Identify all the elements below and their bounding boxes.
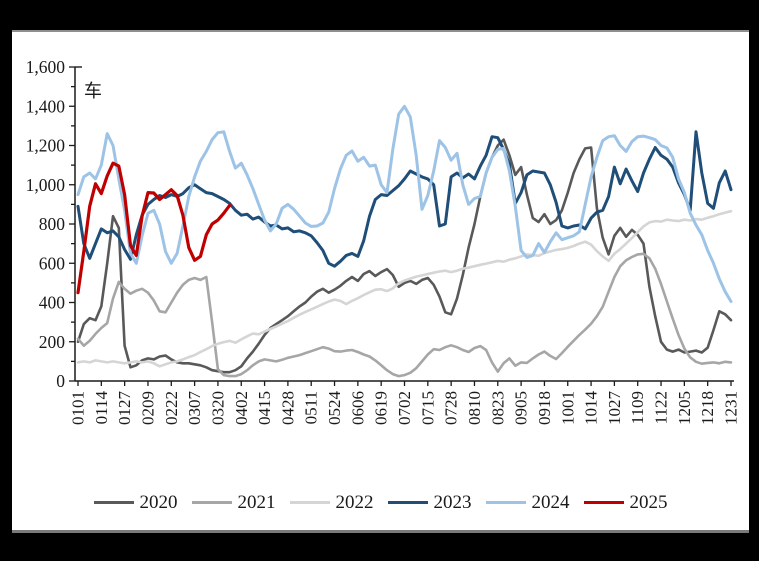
legend-item-2024: 2024: [485, 491, 570, 513]
x-axis-label: 0127: [115, 391, 134, 426]
legend-item-2021: 2021: [191, 491, 276, 513]
legend: 2020 2021 2022 2023 2024 2025: [12, 487, 749, 517]
x-axis-label: 0415: [255, 391, 274, 425]
x-axis-label: 0402: [232, 391, 251, 425]
x-axis-label: 0715: [418, 391, 437, 425]
y-axis-label: 1,600: [26, 57, 66, 77]
x-axis-label: 1001: [558, 391, 577, 425]
series-line-2022: [76, 209, 733, 368]
x-axis-label: 1027: [605, 391, 624, 426]
x-axis-label: 0905: [512, 391, 531, 425]
line-chart: 0 200 400 600 800 1,000 1,200 1,400 1,600 0101 011…: [26, 57, 741, 426]
x-axis-label: 0209: [138, 391, 157, 425]
legend-label-2021: 2021: [237, 491, 276, 513]
x-axis-label: 0606: [348, 391, 367, 425]
x-axis-label: 0524: [325, 391, 344, 426]
x-axis-label: 1231: [722, 391, 741, 425]
y-axis-label: 1,000: [26, 175, 66, 195]
x-axis-label: 0728: [442, 391, 461, 425]
legend-swatch-2020: [93, 500, 134, 504]
legend-swatch-2023: [387, 500, 428, 504]
legend-swatch-2025: [583, 500, 624, 504]
x-axis-label: 1205: [675, 391, 694, 425]
x-axis-label: 0101: [69, 391, 88, 425]
x-axis-label: 0619: [372, 391, 391, 425]
legend-label-2022: 2022: [335, 491, 374, 513]
legend-item-2025: 2025: [583, 491, 668, 513]
x-axis-label: 0114: [92, 391, 111, 425]
chart-panel: 0 200 400 600 800 1,000 1,200 1,400 1,600 0101 011…: [12, 30, 749, 533]
legend-item-2020: 2020: [93, 491, 178, 513]
x-axis-label: 0702: [395, 391, 414, 425]
legend-label-2025: 2025: [629, 491, 668, 513]
legend-item-2022: 2022: [289, 491, 374, 513]
x-axis-label: 0823: [488, 391, 507, 425]
x-axis-label: 0428: [278, 391, 297, 425]
y-axis-label: 1,400: [26, 96, 66, 116]
x-axis-label: 0222: [162, 391, 181, 425]
series-line-2025: [76, 161, 232, 295]
series-line-2021: [76, 252, 733, 378]
y-axis-label: 600: [39, 253, 66, 273]
x-axis-label: 0307: [185, 391, 204, 426]
series-line-2020: [76, 138, 733, 374]
y-axis-label: 1,200: [26, 136, 66, 156]
y-axis-unit-label: 车: [84, 81, 102, 101]
legend-label-2023: 2023: [433, 491, 472, 513]
legend-label-2020: 2020: [139, 491, 178, 513]
y-axis-label: 200: [39, 332, 66, 352]
x-axis-label: 1014: [582, 391, 601, 426]
y-axis-label: 400: [39, 293, 66, 313]
x-axis-label: 1122: [652, 391, 671, 424]
legend-swatch-2022: [289, 500, 330, 504]
legend-swatch-2024: [485, 500, 526, 504]
x-axis-label: 0320: [208, 391, 227, 425]
x-axis-label: 0810: [465, 391, 484, 425]
series-line-2023: [76, 130, 733, 268]
y-axis-label: 800: [39, 214, 66, 234]
legend-item-2023: 2023: [387, 491, 472, 513]
x-axis-label: 0511: [302, 391, 321, 424]
legend-label-2024: 2024: [531, 491, 570, 513]
legend-swatch-2021: [191, 500, 232, 504]
series-line-2024: [76, 104, 733, 303]
x-axis-label: 1218: [698, 391, 717, 425]
y-axis-label: 0: [56, 371, 65, 391]
x-axis-label: 1109: [628, 391, 647, 424]
x-axis-label: 0918: [535, 391, 554, 425]
